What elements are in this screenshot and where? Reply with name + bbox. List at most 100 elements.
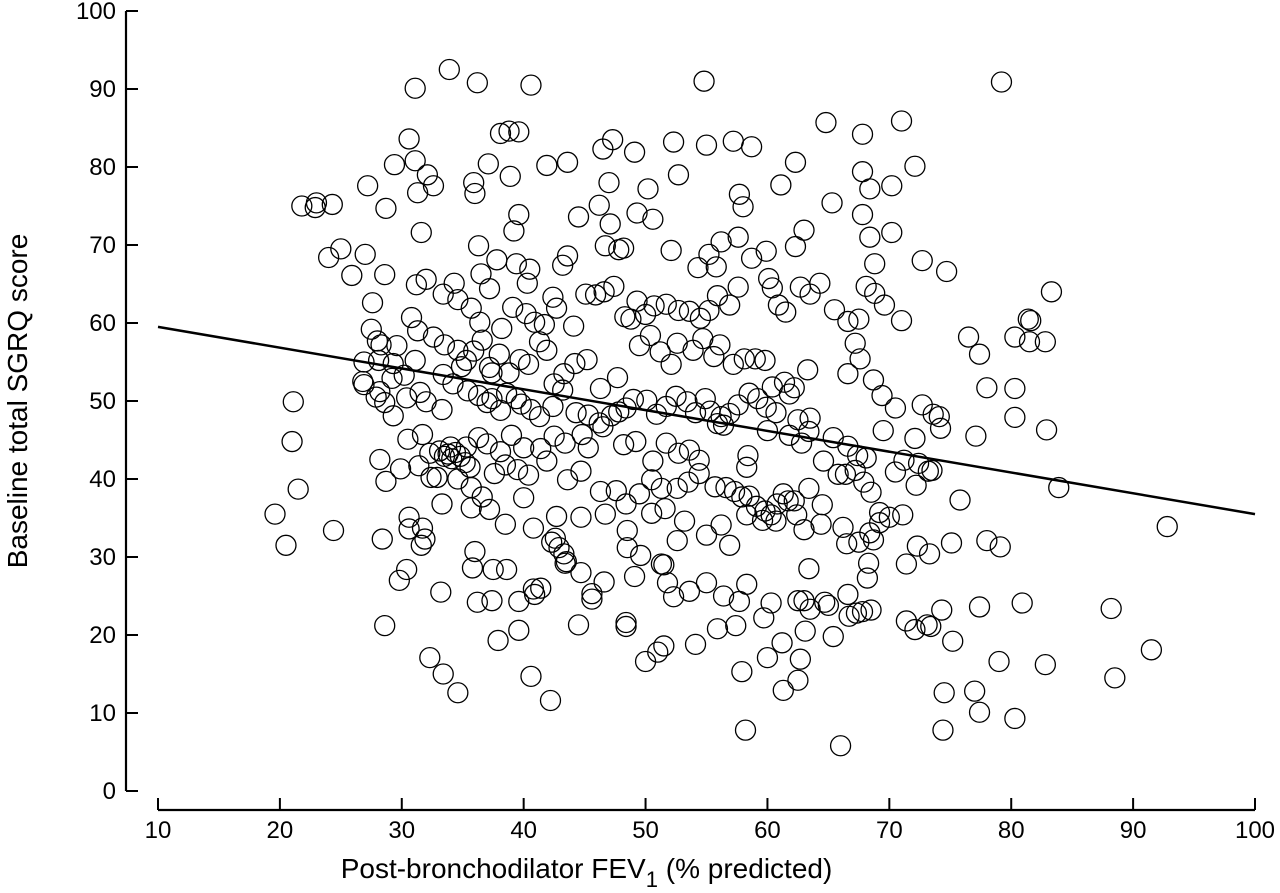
data-point — [860, 599, 882, 621]
data-point — [650, 477, 673, 500]
data-point — [666, 332, 688, 354]
data-point — [386, 334, 408, 357]
data-point — [758, 267, 780, 290]
y-tick-label: 70 — [89, 232, 116, 259]
data-point — [562, 315, 585, 337]
data-point — [481, 590, 503, 612]
x-tick-label: 60 — [754, 817, 781, 844]
data-point — [530, 437, 552, 460]
data-point — [482, 558, 504, 581]
data-point — [365, 386, 387, 408]
data-point — [541, 531, 563, 553]
data-point — [520, 665, 542, 687]
data-point — [725, 614, 747, 637]
data-point — [988, 650, 1010, 673]
data-point — [460, 297, 482, 319]
data-point — [895, 553, 918, 575]
data-point — [990, 71, 1013, 93]
data-point — [396, 387, 418, 409]
data-point — [793, 519, 815, 541]
data-point — [516, 272, 538, 294]
data-point — [478, 498, 501, 521]
data-point — [642, 450, 664, 472]
data-point — [571, 423, 593, 446]
data-point — [369, 448, 391, 471]
data-point — [430, 581, 452, 603]
data-point — [565, 402, 587, 424]
data-point — [1156, 515, 1178, 538]
data-point — [760, 592, 782, 614]
y-tick-label: 0 — [103, 778, 116, 805]
data-point — [410, 221, 432, 244]
regression-line — [157, 325, 1256, 516]
data-point — [815, 111, 837, 134]
x-tick-label: 100 — [1235, 817, 1275, 844]
data-point — [864, 282, 886, 305]
data-point — [360, 318, 382, 340]
data-point — [495, 382, 518, 404]
data-point — [553, 543, 575, 565]
data-point — [722, 353, 744, 375]
data-point — [420, 466, 442, 489]
data-point — [463, 340, 485, 362]
data-point — [834, 463, 857, 485]
data-point — [615, 493, 637, 515]
data-point — [940, 532, 963, 554]
data-point — [822, 625, 844, 648]
data-point — [821, 192, 843, 214]
data-point — [989, 536, 1011, 558]
data-point — [542, 286, 564, 308]
data-point — [860, 481, 882, 503]
data-point — [1104, 667, 1126, 689]
data-point — [765, 510, 787, 532]
data-point — [918, 543, 941, 565]
data-point — [513, 487, 535, 509]
data-point — [447, 288, 469, 311]
data-point — [799, 598, 821, 620]
data-point — [370, 334, 392, 356]
data-points — [264, 58, 1178, 757]
data-point — [693, 70, 715, 92]
data-point — [406, 320, 429, 342]
data-point — [381, 367, 403, 390]
data-point — [441, 448, 463, 470]
data-point — [723, 480, 746, 503]
data-point — [519, 258, 541, 280]
data-point — [916, 614, 938, 636]
data-point — [528, 331, 551, 353]
data-point — [422, 175, 445, 197]
data-point — [832, 516, 854, 539]
data-point — [414, 528, 436, 550]
data-point — [949, 489, 971, 511]
data-point — [904, 427, 926, 450]
data-point — [1004, 326, 1026, 348]
data-point — [1011, 592, 1033, 614]
data-point — [356, 175, 379, 197]
data-point — [398, 128, 420, 150]
data-point — [304, 196, 326, 219]
data-point — [704, 476, 726, 498]
data-point — [1035, 419, 1058, 441]
data-point — [932, 719, 954, 741]
data-point — [400, 306, 423, 329]
data-point — [374, 263, 396, 286]
data-point — [695, 524, 718, 546]
data-point — [678, 580, 701, 602]
data-point — [502, 296, 524, 319]
x-tick-label: 30 — [388, 817, 415, 844]
data-point — [522, 517, 545, 539]
data-point — [503, 220, 525, 242]
data-point — [536, 450, 558, 472]
data-point — [499, 165, 521, 188]
data-point — [787, 669, 809, 691]
data-point — [539, 689, 562, 712]
data-point — [793, 219, 815, 241]
data-point — [471, 486, 493, 508]
data-point — [576, 349, 598, 371]
data-point — [426, 466, 448, 489]
data-point — [829, 735, 852, 757]
data-point — [881, 221, 903, 244]
data-point — [920, 615, 942, 638]
data-point — [431, 493, 453, 515]
data-point — [466, 591, 488, 613]
